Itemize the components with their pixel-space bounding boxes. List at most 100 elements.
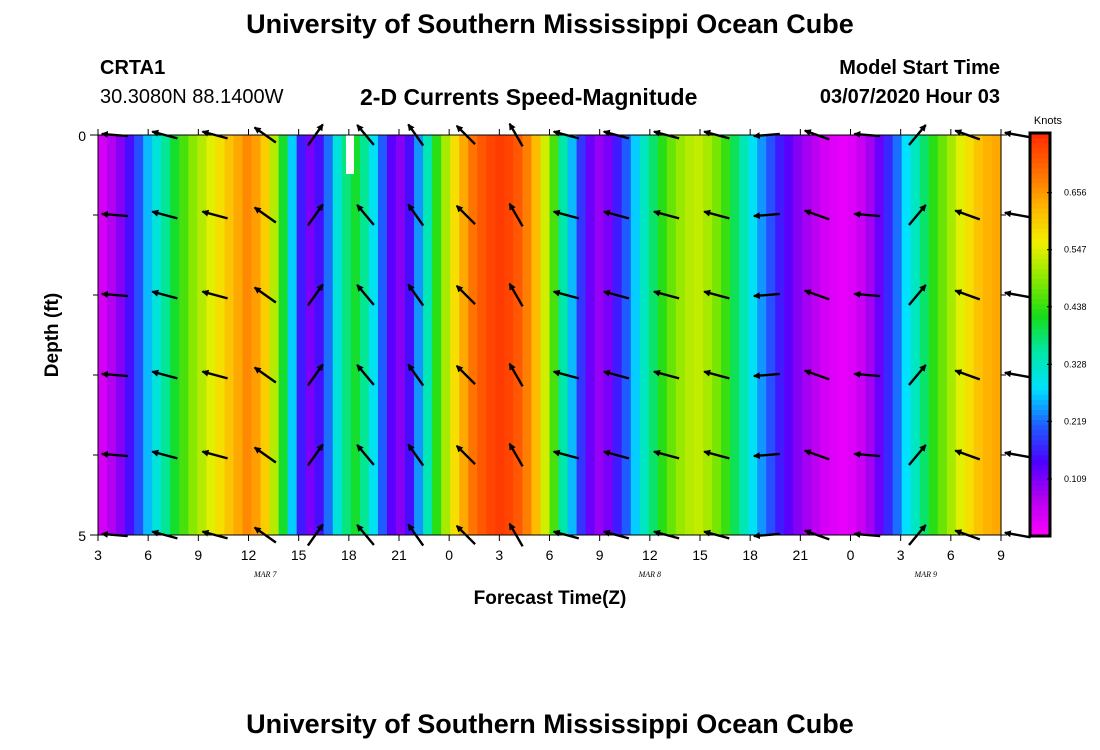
current-arrow xyxy=(151,209,178,220)
colorbar-tick-label: 0.547 xyxy=(1064,245,1087,255)
heatmap-cell xyxy=(341,135,352,535)
current-arrow xyxy=(407,363,425,387)
colorbar-segment xyxy=(1030,248,1050,255)
date-label: MAR 9 xyxy=(914,570,937,579)
current-arrow xyxy=(552,289,580,300)
current-arrow xyxy=(853,450,881,458)
x-tick-label: 18 xyxy=(341,547,357,563)
current-arrow xyxy=(602,449,630,460)
current-arrow xyxy=(356,284,375,306)
colorbar-segment xyxy=(1030,228,1050,235)
colorbar-frame xyxy=(1028,131,1052,538)
model-start-value: 03/07/2020 Hour 03 xyxy=(819,86,1000,108)
heatmap-cell xyxy=(883,135,894,535)
heatmap-cell xyxy=(847,135,858,535)
heatmap-cell xyxy=(802,135,812,535)
heatmap-cell xyxy=(350,135,361,535)
heatmap-cell xyxy=(522,135,533,535)
current-arrow xyxy=(954,209,981,221)
heatmap-cell xyxy=(368,135,379,535)
heatmap-cell xyxy=(919,135,930,535)
current-arrow xyxy=(100,370,128,378)
y-axis-label: Depth (ft) xyxy=(42,293,63,377)
colorbar-segment xyxy=(1030,354,1050,361)
colorbar-segment xyxy=(1030,238,1050,245)
heatmap-cell xyxy=(459,135,469,535)
colorbar-tick-label: 0.219 xyxy=(1064,416,1087,426)
colorbar-segment xyxy=(1030,369,1050,376)
colorbar-segment xyxy=(1030,510,1050,517)
heatmap-cell xyxy=(829,135,840,535)
current-arrow xyxy=(908,364,927,386)
colorbar-segment xyxy=(1030,485,1050,492)
colorbar-segment xyxy=(1030,133,1050,139)
colorbar-segment xyxy=(1030,425,1050,431)
current-arrow xyxy=(407,283,425,307)
current-arrow xyxy=(653,289,680,300)
current-arrow xyxy=(1003,290,1031,299)
colorbar-segment xyxy=(1030,525,1050,532)
heatmap-cell xyxy=(693,135,704,535)
colorbar-segment xyxy=(1030,405,1050,411)
colorbar-segment xyxy=(1030,465,1050,472)
x-tick-label: 9 xyxy=(194,547,202,563)
heatmap-cell xyxy=(892,135,903,535)
heatmap-cell xyxy=(576,135,587,535)
colorbar-segment xyxy=(1030,505,1050,512)
colorbar-segment xyxy=(1030,500,1050,507)
page-title: University of Southern Mississippi Ocean… xyxy=(246,9,854,39)
x-tick-label: 18 xyxy=(742,547,758,563)
current-arrow xyxy=(508,202,524,227)
current-arrow xyxy=(100,450,128,458)
current-arrow xyxy=(253,446,277,464)
heatmap-cell xyxy=(675,135,686,535)
x-tick-label: 21 xyxy=(391,547,407,563)
station-location: 30.3080N 88.1400W xyxy=(100,86,284,108)
heatmap-cell xyxy=(215,135,226,535)
current-arrow xyxy=(407,443,425,467)
colorbar-segment xyxy=(1030,279,1050,285)
chart-subtitle: 2-D Currents Speed-Magnitude xyxy=(360,84,698,110)
current-arrow xyxy=(552,449,580,460)
current-arrow xyxy=(455,364,476,386)
colorbar-segment xyxy=(1030,203,1050,210)
heatmap-cell xyxy=(197,135,207,535)
heatmap-cell xyxy=(973,135,984,535)
colorbar-segment xyxy=(1030,530,1050,537)
colorbar-segment xyxy=(1030,394,1050,401)
current-arrow xyxy=(908,444,927,466)
current-arrow xyxy=(356,364,375,386)
current-arrow xyxy=(803,209,830,221)
heatmap-cell xyxy=(964,135,975,535)
current-arrow xyxy=(455,204,476,226)
x-tick-label: 12 xyxy=(642,547,658,563)
x-tick-label: 0 xyxy=(847,547,855,563)
x-tick-label: 6 xyxy=(144,547,152,563)
heatmap-cell xyxy=(170,135,180,535)
heatmap-cell xyxy=(477,135,487,535)
heatmap-cell xyxy=(468,135,478,535)
current-arrow xyxy=(306,363,324,387)
current-arrow xyxy=(201,369,228,380)
colorbar-segment xyxy=(1030,299,1050,305)
colorbar-segment xyxy=(1030,490,1050,497)
heatmap-cell xyxy=(233,135,244,535)
colorbar-segment xyxy=(1030,384,1050,391)
colorbar-segment xyxy=(1030,359,1050,366)
current-arrow xyxy=(602,369,630,380)
colorbar-segment xyxy=(1030,213,1050,220)
footer-title: University of Southern Mississippi Ocean… xyxy=(246,709,854,739)
heatmap-cell xyxy=(838,135,849,535)
colorbar-segment xyxy=(1030,223,1050,230)
colorbar-segment xyxy=(1030,410,1050,416)
heatmap-cell xyxy=(314,135,325,535)
heatmap-cell xyxy=(585,135,596,535)
heatmap-cell xyxy=(639,135,650,535)
current-arrow xyxy=(508,282,524,307)
heatmap-cell xyxy=(224,135,235,535)
heatmap-cell xyxy=(423,135,433,535)
current-arrow xyxy=(752,212,780,220)
heatmap-cell xyxy=(107,135,117,535)
x-tick-label: 0 xyxy=(445,547,453,563)
